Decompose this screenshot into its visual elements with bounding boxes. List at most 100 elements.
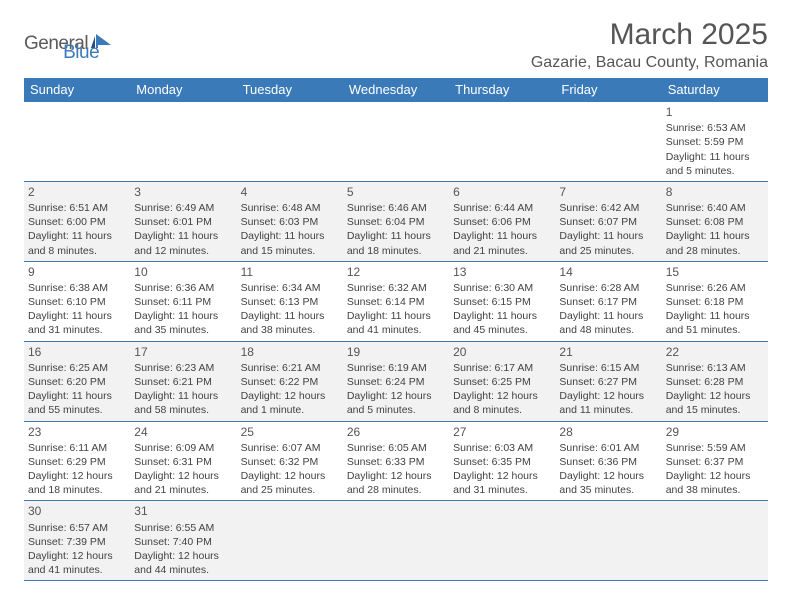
day-header: Sunday: [24, 78, 130, 102]
sunrise-line: Sunrise: 6:51 AM: [28, 201, 126, 215]
sunset-line: Sunset: 6:37 PM: [666, 455, 764, 469]
sunrise-line: Sunrise: 6:55 AM: [134, 521, 232, 535]
sunrise-line: Sunrise: 6:57 AM: [28, 521, 126, 535]
daylight-line: Daylight: 11 hours and 48 minutes.: [559, 309, 657, 337]
sunset-line: Sunset: 6:29 PM: [28, 455, 126, 469]
daylight-line: Daylight: 12 hours and 8 minutes.: [453, 389, 551, 417]
day-number: 15: [666, 264, 764, 280]
day-number: 28: [559, 424, 657, 440]
calendar-empty-cell: [130, 102, 236, 182]
day-number: 13: [453, 264, 551, 280]
day-number: 26: [347, 424, 445, 440]
day-number: 11: [241, 264, 339, 280]
sunrise-line: Sunrise: 6:49 AM: [134, 201, 232, 215]
sunrise-line: Sunrise: 6:34 AM: [241, 281, 339, 295]
sunset-line: Sunset: 6:22 PM: [241, 375, 339, 389]
daylight-line: Daylight: 11 hours and 8 minutes.: [28, 229, 126, 257]
calendar-day-cell: 24Sunrise: 6:09 AMSunset: 6:31 PMDayligh…: [130, 421, 236, 501]
sunset-line: Sunset: 6:31 PM: [134, 455, 232, 469]
sunrise-line: Sunrise: 6:11 AM: [28, 441, 126, 455]
sunrise-line: Sunrise: 6:25 AM: [28, 361, 126, 375]
day-number: 16: [28, 344, 126, 360]
calendar-empty-cell: [449, 501, 555, 581]
calendar-empty-cell: [662, 501, 768, 581]
calendar-day-cell: 16Sunrise: 6:25 AMSunset: 6:20 PMDayligh…: [24, 341, 130, 421]
day-header: Monday: [130, 78, 236, 102]
calendar-day-cell: 1Sunrise: 6:53 AMSunset: 5:59 PMDaylight…: [662, 102, 768, 182]
sunrise-line: Sunrise: 6:44 AM: [453, 201, 551, 215]
daylight-line: Daylight: 12 hours and 35 minutes.: [559, 469, 657, 497]
sunrise-line: Sunrise: 6:30 AM: [453, 281, 551, 295]
calendar-day-cell: 30Sunrise: 6:57 AMSunset: 7:39 PMDayligh…: [24, 501, 130, 581]
daylight-line: Daylight: 12 hours and 1 minute.: [241, 389, 339, 417]
sunrise-line: Sunrise: 6:19 AM: [347, 361, 445, 375]
daylight-line: Daylight: 11 hours and 45 minutes.: [453, 309, 551, 337]
daylight-line: Daylight: 12 hours and 15 minutes.: [666, 389, 764, 417]
daylight-line: Daylight: 12 hours and 25 minutes.: [241, 469, 339, 497]
day-number: 19: [347, 344, 445, 360]
sunset-line: Sunset: 6:17 PM: [559, 295, 657, 309]
daylight-line: Daylight: 12 hours and 31 minutes.: [453, 469, 551, 497]
calendar-week-row: 9Sunrise: 6:38 AMSunset: 6:10 PMDaylight…: [24, 261, 768, 341]
calendar-week-row: 23Sunrise: 6:11 AMSunset: 6:29 PM Dayligh…: [24, 421, 768, 501]
title-block: March 2025 Gazarie, Bacau County, Romani…: [531, 18, 768, 72]
calendar-day-cell: 15Sunrise: 6:26 AMSunset: 6:18 PMDayligh…: [662, 261, 768, 341]
day-number: 30: [28, 503, 126, 519]
calendar-day-cell: 26Sunrise: 6:05 AMSunset: 6:33 PMDayligh…: [343, 421, 449, 501]
day-number: 10: [134, 264, 232, 280]
sunrise-line: Sunrise: 6:23 AM: [134, 361, 232, 375]
day-number: 31: [134, 503, 232, 519]
day-number: 22: [666, 344, 764, 360]
sunset-line: Sunset: 6:04 PM: [347, 215, 445, 229]
calendar-day-cell: 3Sunrise: 6:49 AMSunset: 6:01 PMDaylight…: [130, 181, 236, 261]
calendar-day-cell: 29Sunrise: 5:59 AMSunset: 6:37 PMDayligh…: [662, 421, 768, 501]
calendar-day-cell: 19Sunrise: 6:19 AMSunset: 6:24 PMDayligh…: [343, 341, 449, 421]
sunrise-line: Sunrise: 6:48 AM: [241, 201, 339, 215]
sunset-line: Sunset: 6:35 PM: [453, 455, 551, 469]
sunrise-line: Sunrise: 6:32 AM: [347, 281, 445, 295]
day-header: Friday: [555, 78, 661, 102]
day-number: 1: [666, 104, 764, 120]
calendar-day-cell: 21Sunrise: 6:15 AMSunset: 6:27 PMDayligh…: [555, 341, 661, 421]
calendar-empty-cell: [24, 102, 130, 182]
calendar-day-cell: 10Sunrise: 6:36 AMSunset: 6:11 PMDayligh…: [130, 261, 236, 341]
day-number: 23: [28, 424, 126, 440]
sunset-line: Sunset: 6:25 PM: [453, 375, 551, 389]
daylight-line: Daylight: 12 hours and 11 minutes.: [559, 389, 657, 417]
day-header: Wednesday: [343, 78, 449, 102]
sunrise-line: Sunrise: 6:01 AM: [559, 441, 657, 455]
calendar-day-cell: 5Sunrise: 6:46 AMSunset: 6:04 PMDaylight…: [343, 181, 449, 261]
day-number: 4: [241, 184, 339, 200]
sunrise-line: Sunrise: 6:46 AM: [347, 201, 445, 215]
daylight-line: Daylight: 12 hours and 38 minutes.: [666, 469, 764, 497]
day-header: Thursday: [449, 78, 555, 102]
day-number: 29: [666, 424, 764, 440]
day-number: 14: [559, 264, 657, 280]
sunrise-line: Sunrise: 6:21 AM: [241, 361, 339, 375]
day-number: 5: [347, 184, 445, 200]
sunset-line: Sunset: 6:10 PM: [28, 295, 126, 309]
daylight-line: Daylight: 11 hours and 58 minutes.: [134, 389, 232, 417]
calendar-day-cell: 11Sunrise: 6:34 AMSunset: 6:13 PMDayligh…: [237, 261, 343, 341]
day-number: 27: [453, 424, 551, 440]
calendar-day-cell: 22Sunrise: 6:13 AMSunset: 6:28 PMDayligh…: [662, 341, 768, 421]
day-number: 8: [666, 184, 764, 200]
sunrise-line: Sunrise: 6:13 AM: [666, 361, 764, 375]
calendar-day-cell: 17Sunrise: 6:23 AMSunset: 6:21 PMDayligh…: [130, 341, 236, 421]
calendar-day-cell: 13Sunrise: 6:30 AMSunset: 6:15 PMDayligh…: [449, 261, 555, 341]
daylight-line: Daylight: 11 hours and 15 minutes.: [241, 229, 339, 257]
daylight-line: Daylight: 11 hours and 38 minutes.: [241, 309, 339, 337]
calendar-week-row: 16Sunrise: 6:25 AMSunset: 6:20 PM Dayligh…: [24, 341, 768, 421]
sunset-line: Sunset: 6:28 PM: [666, 375, 764, 389]
calendar-empty-cell: [343, 102, 449, 182]
calendar-week-row: 2Sunrise: 6:51 AMSunset: 6:00 PMDaylight…: [24, 181, 768, 261]
sunset-line: Sunset: 6:20 PM: [28, 375, 126, 389]
calendar-week-row: 1Sunrise: 6:53 AMSunset: 5:59 PMDaylight…: [24, 102, 768, 182]
sunrise-line: Sunrise: 6:15 AM: [559, 361, 657, 375]
calendar-day-cell: 12Sunrise: 6:32 AMSunset: 6:14 PMDayligh…: [343, 261, 449, 341]
sunset-line: Sunset: 7:39 PM: [28, 535, 126, 549]
sunrise-line: Sunrise: 6:28 AM: [559, 281, 657, 295]
logo-text-blue: Blue: [63, 42, 99, 64]
daylight-line: Daylight: 11 hours and 25 minutes.: [559, 229, 657, 257]
calendar-empty-cell: [343, 501, 449, 581]
